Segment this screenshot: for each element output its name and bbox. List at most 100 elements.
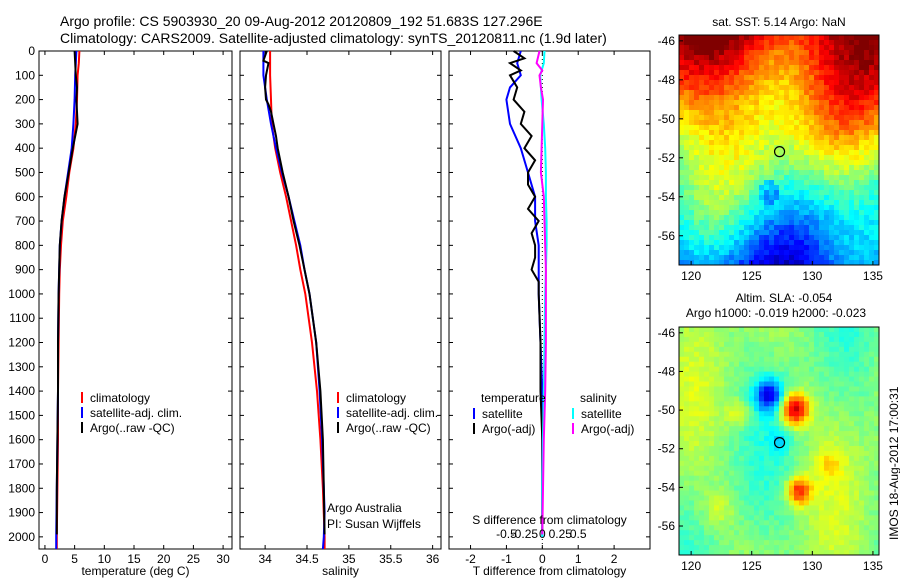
map-cell [719,331,725,338]
map-cell [799,441,805,447]
map-cell [734,230,740,236]
map-cell [759,215,765,221]
map-cell [849,145,855,151]
map-cell [854,470,860,477]
map-cell [844,371,850,377]
map-cell [799,255,805,261]
map-cell [734,545,740,551]
map-cell [744,180,750,186]
map-cell [764,331,770,338]
map-cell [749,336,755,343]
map-cell [804,150,810,156]
map-cell [869,391,875,397]
map-cell [764,140,770,146]
map-cell [874,115,880,121]
map-cell [729,180,735,186]
map-cell [684,100,690,106]
map-cell [799,341,805,348]
map-cell [849,160,855,166]
map-cell [769,180,775,186]
map-cell [784,356,790,363]
map-cell [859,535,865,541]
map-cell [794,120,800,126]
map-cell [799,470,805,477]
map-cell [724,50,730,56]
map-cell [874,455,880,462]
map-cell [764,100,770,106]
map-cell [734,341,740,348]
map-cell [854,110,860,116]
map-cell [744,140,750,146]
map-cell [754,416,760,422]
map-cell [874,130,880,136]
map-cell [714,245,720,251]
map-cell [784,185,790,191]
map-cell [734,431,740,437]
map-cell [744,336,750,343]
map-cell [859,65,865,71]
map-cell [849,470,855,477]
map-cell [764,165,770,171]
map-cell [704,436,710,442]
map-cell [824,55,830,61]
map-cell [744,125,750,131]
map-cell [739,250,745,256]
map-cell [739,160,745,166]
map-cell [869,215,875,221]
map-cell [699,426,705,432]
map-cell [814,55,820,61]
map-cell [829,90,835,96]
map-frame [678,34,880,266]
map-cell [849,110,855,116]
map-cell [709,45,715,51]
map-cell [729,341,735,348]
map-cell [799,65,805,71]
map-cell [694,150,700,156]
map-cell [824,35,830,41]
map-cell [779,431,785,437]
map-cell [714,475,720,482]
map-cell [844,401,850,407]
map-cell [849,436,855,442]
map-cell [704,45,710,51]
map-cell [784,230,790,236]
map-cell [794,495,800,501]
y-tick-label: 500 [15,165,35,179]
map-cell [864,396,870,402]
map-cell [769,65,775,71]
map-cell [699,240,705,246]
map-title: sat. SST: 5.14 Argo: NaN [712,15,845,29]
map-cell [849,426,855,432]
map-cell [714,401,720,407]
map-cell [724,535,730,541]
map-cell [709,371,715,377]
map-cell [734,190,740,196]
map-cell [709,490,715,496]
map-cell [809,190,815,196]
map-cell [694,115,700,121]
map-cell [829,115,835,121]
map-cell [794,110,800,116]
map-cell [849,371,855,377]
map-cell [849,65,855,71]
map-cell [749,500,755,506]
map-cell [769,520,775,526]
map-cell [789,35,795,41]
map-cell [699,140,705,146]
map-cell [754,190,760,196]
map-cell [714,120,720,126]
map-cell [854,351,860,358]
map-cell [794,455,800,462]
map-cell [724,445,730,452]
map-cell [834,195,840,201]
legend-label: satellite [482,407,523,421]
map-cell [694,250,700,256]
map-cell [784,540,790,546]
map-cell [864,80,870,86]
map-cell [759,185,765,191]
map-cell [749,175,755,181]
map-cell [864,55,870,61]
plot-frame [448,50,651,550]
map-cell [829,120,835,126]
map-cell [729,185,735,191]
